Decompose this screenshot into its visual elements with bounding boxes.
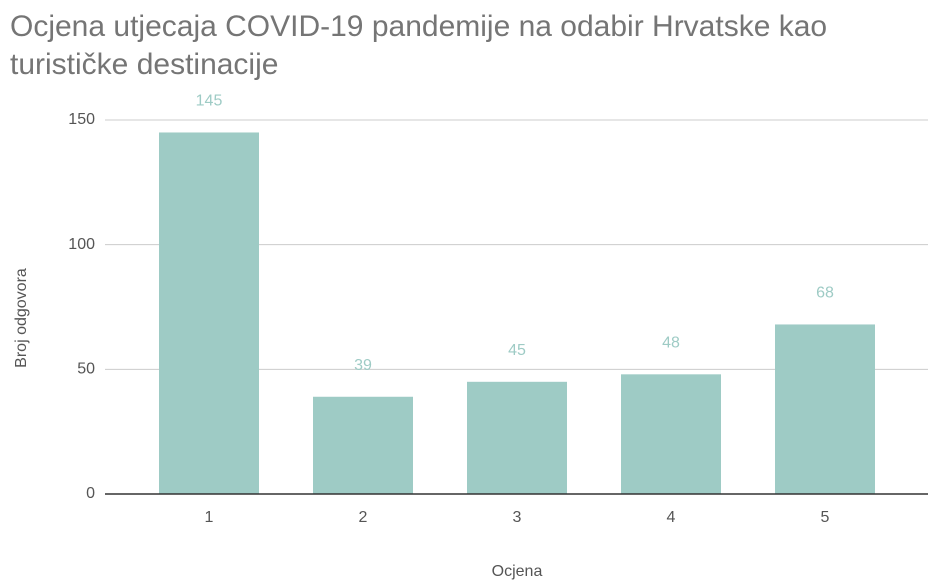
y-tick-label: 0 xyxy=(86,485,95,502)
y-tick-label: 50 xyxy=(77,361,95,378)
x-tick-label: 1 xyxy=(205,509,214,526)
value-label: 48 xyxy=(662,335,680,352)
y-tick-label: 150 xyxy=(68,111,95,128)
bar xyxy=(775,324,875,494)
y-axis-label: Broj odgovora xyxy=(13,268,30,368)
bar xyxy=(621,374,721,494)
bar xyxy=(467,381,567,494)
y-tick-label: 100 xyxy=(68,236,95,253)
x-tick-label: 3 xyxy=(513,509,522,526)
value-label: 145 xyxy=(196,93,223,110)
value-label: 68 xyxy=(816,285,834,302)
x-tick-label: 5 xyxy=(821,509,830,526)
value-label: 39 xyxy=(354,357,372,374)
bar xyxy=(159,132,259,494)
x-axis-label: Ocjena xyxy=(492,563,543,580)
chart-title: Ocjena utjecaja COVID-19 pandemije na od… xyxy=(10,10,828,81)
x-tick-label: 2 xyxy=(359,509,368,526)
x-tick-label: 4 xyxy=(667,509,676,526)
bar xyxy=(313,396,413,494)
value-label: 45 xyxy=(508,342,526,359)
